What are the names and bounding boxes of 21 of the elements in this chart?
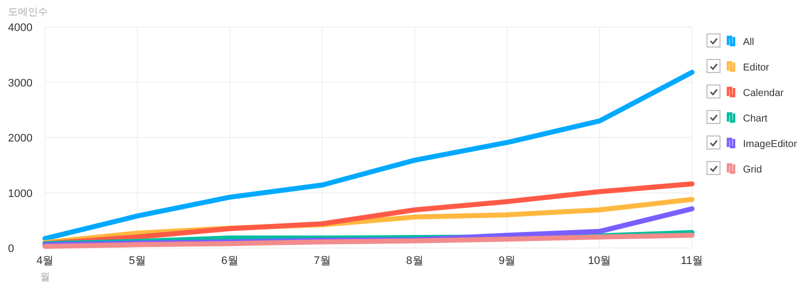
x-tick-label: 10월 bbox=[588, 255, 612, 267]
x-tick-label: 9월 bbox=[498, 255, 516, 267]
y-axis-title: 도메인수 bbox=[8, 7, 48, 18]
x-tick-label: 4월 bbox=[36, 255, 54, 267]
y-tick-label: 2000 bbox=[8, 132, 32, 144]
legend-label: Editor bbox=[743, 62, 770, 74]
x-tick-label: 5월 bbox=[128, 255, 146, 267]
x-tick-label: 8월 bbox=[406, 255, 424, 267]
legend-label: ImageEditor bbox=[743, 139, 798, 150]
x-axis-title: 월 bbox=[40, 272, 50, 283]
y-tick-label: 0 bbox=[8, 243, 14, 255]
legend-label: Chart bbox=[743, 114, 768, 124]
legend-label: Calendar bbox=[743, 88, 784, 99]
legend-label: All bbox=[743, 37, 754, 48]
y-tick-label: 4000 bbox=[8, 22, 32, 34]
x-tick-label: 7월 bbox=[314, 255, 331, 267]
legend-label: Grid bbox=[743, 164, 762, 176]
x-tick-label: 6월 bbox=[221, 255, 238, 267]
y-tick-label: 3000 bbox=[8, 77, 32, 90]
x-tick-label: 11월 bbox=[680, 255, 704, 267]
y-tick-label: 1000 bbox=[8, 188, 32, 200]
